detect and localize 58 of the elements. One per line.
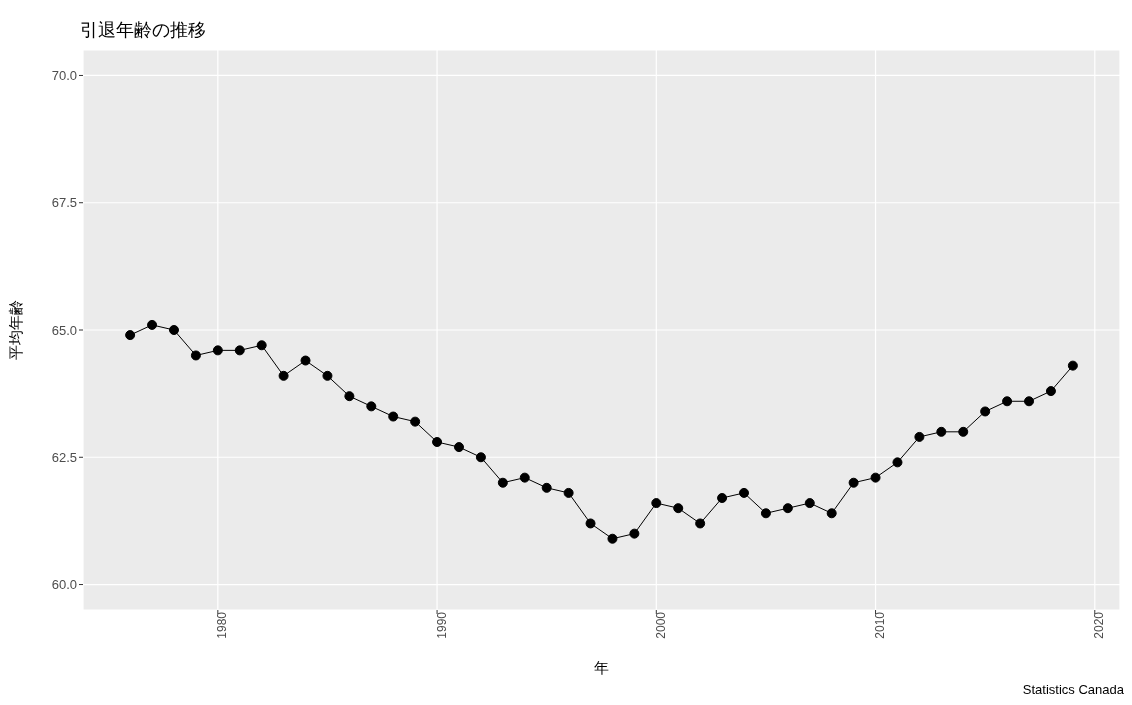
point [804, 498, 815, 509]
point [1067, 360, 1078, 371]
x-tick-label: 1990 [434, 611, 449, 639]
point [432, 437, 443, 447]
point [673, 503, 684, 514]
y-tick-label: 60.0 [51, 577, 77, 593]
point [870, 472, 881, 483]
point [125, 330, 136, 341]
x-tick-label: 2010 [873, 611, 888, 639]
point [388, 411, 399, 422]
point [1002, 396, 1013, 407]
point [651, 498, 662, 509]
y-tick-label: 62.5 [51, 449, 77, 465]
point [1045, 386, 1056, 397]
point [344, 391, 355, 402]
point [234, 345, 245, 356]
point [936, 426, 947, 437]
point [760, 508, 771, 519]
point [212, 345, 223, 356]
point [454, 442, 464, 453]
x-axis-title: 年 [594, 659, 609, 676]
point [278, 370, 289, 381]
point [782, 503, 793, 514]
point [563, 487, 574, 498]
point [147, 319, 158, 330]
x-tick-label: 2020 [1092, 611, 1107, 639]
x-tick-label: 1980 [215, 611, 230, 639]
point [585, 518, 596, 529]
point [914, 431, 925, 442]
y-tick-label: 65.0 [51, 322, 77, 338]
point [190, 350, 201, 361]
point [629, 528, 640, 539]
point [717, 493, 728, 503]
point [980, 406, 991, 417]
point [1024, 396, 1035, 407]
point [541, 482, 552, 493]
y-tick-label: 70.0 [51, 68, 77, 84]
point [300, 355, 311, 366]
y-tick-label: 67.5 [51, 195, 77, 211]
point [497, 477, 508, 488]
point [256, 340, 267, 351]
chart-title: 引退年齢の推移 [80, 19, 206, 42]
point [892, 457, 903, 468]
point [322, 370, 333, 381]
point [739, 487, 750, 498]
point [607, 533, 618, 544]
point [519, 472, 530, 483]
y-axis-title: 平均年齢 [7, 300, 25, 360]
point [475, 452, 486, 463]
point [168, 325, 179, 335]
point [695, 518, 706, 529]
x-tick-label: 2000 [653, 611, 668, 639]
text: Statistics Canada [1022, 682, 1124, 697]
point [958, 426, 969, 437]
point [366, 401, 377, 412]
point [410, 416, 421, 427]
point [848, 477, 859, 488]
point [826, 508, 837, 519]
